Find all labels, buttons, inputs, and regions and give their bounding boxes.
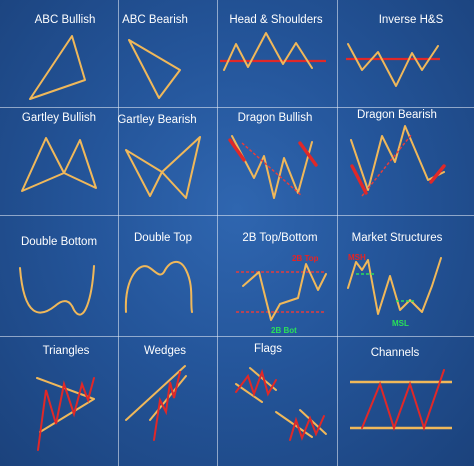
annotation-msh: MSH [348,253,366,262]
title-triangles: Triangles [42,345,90,357]
title-dragon-bearish: Dragon Bearish [357,109,437,121]
grid-divider [337,0,338,466]
abc-bullish-pattern [29,35,86,100]
double-bottom-pattern [19,265,95,316]
title-abc-bullish: ABC Bullish [34,14,96,26]
title-double-bottom: Double Bottom [20,236,98,248]
dragon-bullish-pattern [228,135,318,199]
title-abc-bearish: ABC Bearish [122,14,188,26]
triangles-pattern [36,377,95,451]
abc-bearish-pattern [128,39,181,99]
head-shoulders-pattern [220,32,326,71]
title-channels: Channels [370,347,420,359]
grid-divider [118,0,119,466]
annotation-2b-top: 2B Top [292,254,319,263]
grid-divider [217,0,218,466]
grid-divider [0,215,474,216]
flags-pattern [235,367,327,441]
annotation-2b-bot: 2B Bot [271,326,297,335]
title-wedges: Wedges [144,345,186,357]
market-structures-pattern [347,257,442,315]
wedges-pattern [125,365,187,441]
gartley-bearish-pattern [125,136,201,199]
gartley-bullish-pattern [21,137,97,192]
title-head-shoulders: Head & Shoulders [229,14,323,26]
2b-top-bottom-pattern [236,263,327,321]
title-dragon-bullish: Dragon Bullish [237,112,313,124]
title-gartley-bearish: Gartley Bearish [117,114,197,126]
grid-divider [0,107,474,108]
channels-pattern [350,369,452,432]
title-market-structures: Market Structures [351,232,443,244]
title-inverse-hs: Inverse H&S [378,14,444,26]
title-double-top: Double Top [134,232,192,244]
grid-divider [0,336,474,337]
title-gartley-bullish: Gartley Bullish [21,112,97,124]
double-top-pattern [124,261,193,313]
dragon-bearish-pattern [350,125,446,197]
title-flags: Flags [253,343,283,355]
annotation-msl: MSL [392,319,409,328]
title-2b-top-bottom: 2B Top/Bottom [242,232,318,244]
inverse-hs-pattern [346,43,440,87]
